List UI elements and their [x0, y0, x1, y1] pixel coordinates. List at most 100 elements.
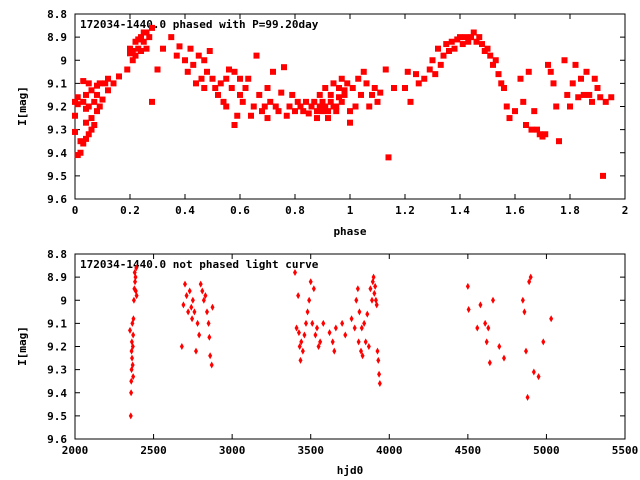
data-point — [333, 103, 340, 110]
data-point — [354, 296, 359, 304]
data-point — [523, 122, 529, 128]
data-point — [256, 91, 263, 98]
data-point — [391, 85, 397, 91]
data-point — [209, 75, 216, 82]
data-point — [192, 308, 197, 316]
data-point — [314, 115, 320, 122]
data-point — [138, 48, 144, 54]
data-point — [278, 89, 285, 96]
data-point — [195, 319, 200, 327]
y-tick-label: 9.5 — [47, 170, 67, 183]
data-point — [336, 85, 342, 91]
data-point — [385, 154, 392, 161]
data-point — [365, 310, 370, 318]
data-point — [578, 75, 584, 82]
data-point — [502, 354, 506, 362]
data-point — [362, 319, 367, 327]
data-point — [528, 273, 533, 281]
data-point — [376, 356, 381, 364]
data-point — [133, 278, 138, 286]
data-point — [564, 91, 571, 98]
data-point — [359, 347, 363, 355]
data-point — [479, 41, 485, 48]
data-point — [349, 85, 356, 91]
unphased-plot: 172034-1440.0 not phased light curve hjd… — [16, 248, 638, 477]
x-tick-label: 0.8 — [285, 204, 305, 217]
data-point — [85, 103, 92, 110]
data-point — [275, 108, 282, 115]
data-point — [303, 98, 309, 105]
data-point — [322, 85, 329, 91]
data-point — [300, 108, 307, 115]
data-point — [134, 264, 139, 272]
data-point — [131, 315, 136, 323]
unphased-axis-ticks: 2000 2500 3000 3500 4000 4500 5000 5500 8.8 8.9 9 9… — [47, 248, 638, 457]
data-point — [283, 112, 290, 119]
y-tick-label: 9.4 — [47, 147, 67, 160]
data-point — [569, 80, 576, 87]
data-point — [333, 108, 340, 115]
data-point — [187, 287, 192, 295]
data-point — [308, 103, 315, 110]
data-point — [483, 319, 488, 327]
data-point — [465, 282, 470, 290]
data-point — [478, 301, 483, 309]
x-tick-label: 4000 — [376, 444, 403, 457]
data-point — [344, 80, 351, 87]
data-point — [421, 75, 428, 82]
data-point — [308, 278, 313, 286]
data-point — [239, 98, 246, 105]
data-point — [325, 108, 331, 115]
data-point — [475, 324, 480, 332]
data-point — [520, 98, 527, 105]
data-point — [451, 45, 458, 52]
data-point — [336, 94, 342, 101]
data-point — [94, 91, 100, 98]
data-point — [74, 101, 81, 108]
data-point — [561, 57, 568, 64]
data-point — [176, 43, 183, 50]
data-point — [368, 285, 373, 293]
y-tick-label: 9.1 — [47, 77, 67, 90]
data-point — [448, 38, 455, 45]
data-point — [487, 52, 494, 59]
data-point — [316, 103, 323, 110]
data-point — [575, 94, 582, 101]
data-point — [248, 112, 254, 119]
data-point — [298, 356, 303, 364]
data-point — [338, 75, 345, 82]
data-point — [193, 80, 199, 87]
data-point — [296, 329, 301, 337]
data-point — [459, 41, 466, 48]
data-point — [186, 308, 191, 316]
data-point — [484, 338, 489, 346]
data-point — [293, 269, 297, 276]
data-point — [201, 57, 208, 64]
data-point — [319, 98, 326, 105]
data-point — [553, 103, 560, 110]
data-point — [338, 98, 345, 105]
data-point — [314, 108, 320, 115]
data-point — [556, 138, 562, 145]
data-point — [72, 128, 78, 135]
data-point — [294, 324, 299, 332]
data-point — [501, 85, 507, 91]
data-point — [184, 292, 189, 300]
data-point — [602, 98, 609, 105]
data-point — [131, 296, 136, 304]
data-point — [468, 34, 474, 41]
data-point — [597, 94, 604, 101]
data-point — [302, 331, 307, 339]
data-point — [600, 172, 606, 179]
data-point — [332, 347, 337, 355]
data-point — [195, 52, 202, 59]
data-point — [524, 347, 528, 355]
data-point — [443, 41, 450, 48]
data-point — [228, 85, 235, 91]
data-point — [215, 91, 221, 98]
data-point — [77, 149, 84, 156]
x-tick-label: 1.2 — [395, 204, 415, 217]
data-point — [124, 66, 131, 73]
data-point — [567, 103, 573, 110]
